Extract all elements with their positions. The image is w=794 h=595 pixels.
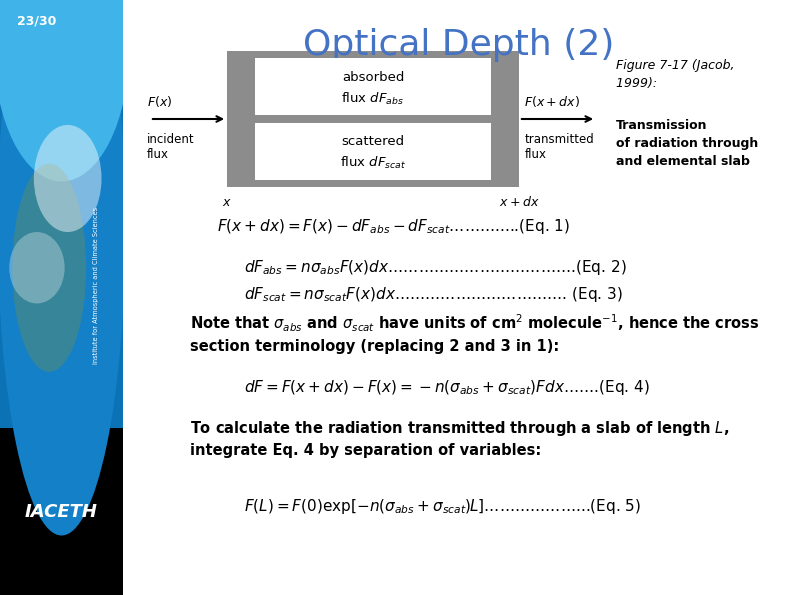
Text: incident: incident (147, 133, 195, 146)
Text: $F(L) = F(0)\exp[-n(\sigma_{abs} + \sigma_{scat})L]$………………...(Eq. 5): $F(L) = F(0)\exp[-n(\sigma_{abs} + \sigm… (244, 497, 641, 516)
Text: Figure 7-17 (Jacob,
1999):: Figure 7-17 (Jacob, 1999): (616, 60, 734, 90)
Text: 23/30: 23/30 (17, 14, 56, 27)
Text: To calculate the radiation transmitted through a slab of length $L$,
integrate E: To calculate the radiation transmitted t… (191, 419, 730, 458)
Text: Institute for Atmospheric and Climate Sciences: Institute for Atmospheric and Climate Sc… (93, 207, 99, 364)
Text: $dF = F(x + dx) - F(x) = -n(\sigma_{abs} + \sigma_{scat})Fdx$…….(Eq. 4): $dF = F(x + dx) - F(x) = -n(\sigma_{abs}… (244, 378, 649, 397)
Text: $F(x + dx) = F(x) - dF_{abs} - dF_{scat}$……….....(Eq. 1): $F(x + dx) = F(x) - dF_{abs} - dF_{scat}… (217, 217, 570, 236)
Ellipse shape (0, 0, 129, 181)
Text: $F(x+dx)$: $F(x+dx)$ (524, 93, 580, 109)
Circle shape (0, 0, 125, 536)
Text: Transmission
of radiation through
and elemental slab: Transmission of radiation through and el… (616, 119, 758, 168)
Text: flux: flux (524, 148, 546, 161)
Text: $dF_{abs} = n\sigma_{abs}F(x)dx$……………………………….(Eq. 2): $dF_{abs} = n\sigma_{abs}F(x)dx$……………………… (244, 258, 626, 277)
Text: $dF_{scat} = n\sigma_{scat}F(x)dx$……………………………. (Eq. 3): $dF_{scat} = n\sigma_{scat}F(x)dx$………………… (244, 285, 622, 304)
Text: $x+dx$: $x+dx$ (499, 195, 539, 209)
Text: Optical Depth (2): Optical Depth (2) (303, 27, 615, 62)
Text: scattered: scattered (341, 136, 405, 148)
Bar (0, 0, 123, 428)
Bar (0, 428, 123, 595)
Text: $F(x)$: $F(x)$ (147, 93, 172, 109)
Text: flux: flux (147, 148, 168, 161)
Ellipse shape (13, 164, 86, 372)
Text: $x$: $x$ (222, 196, 232, 209)
Text: absorbed: absorbed (341, 71, 404, 83)
Ellipse shape (34, 125, 102, 232)
Text: flux $dF_{scat}$: flux $dF_{scat}$ (340, 155, 407, 171)
Bar (255, 123, 491, 180)
Text: flux $dF_{abs}$: flux $dF_{abs}$ (341, 90, 404, 107)
Text: Note that $\sigma_{abs}$ and $\sigma_{scat}$ have units of cm$^2$ molecule$^{-1}: Note that $\sigma_{abs}$ and $\sigma_{sc… (191, 312, 760, 354)
Text: IACETH: IACETH (25, 503, 98, 521)
Text: transmitted: transmitted (524, 133, 594, 146)
Ellipse shape (10, 232, 64, 303)
Bar (255, 58, 491, 115)
Bar (227, 51, 519, 187)
